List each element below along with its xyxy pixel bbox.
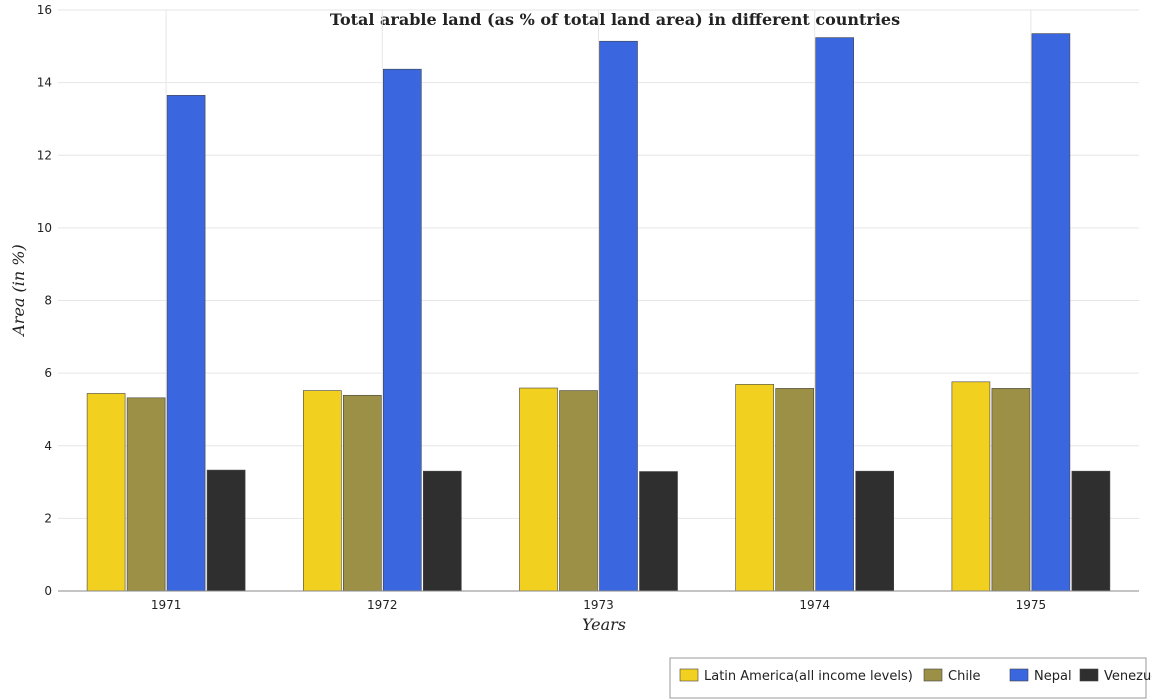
- y-tick-label: 16: [37, 3, 52, 17]
- y-axis-label: Area (in %): [9, 244, 28, 338]
- chart-title: Total arable land (as % of total land ar…: [330, 10, 900, 29]
- legend: Latin America(all income levels) Chile Nep…: [669, 657, 1152, 699]
- y-tick-label: 0: [44, 584, 52, 598]
- legend-label: Latin America(all income levels): [704, 669, 913, 684]
- bar-latin-america-all-income-levels--1974: [735, 384, 775, 592]
- x-tick-label: 1975: [1016, 598, 1047, 612]
- bar-latin-america-all-income-levels--1973: [519, 387, 558, 592]
- legend-swatch: [923, 668, 943, 682]
- y-tick-label: 14: [37, 76, 52, 90]
- bar-venezuela-1974: [855, 470, 895, 592]
- y-tick-label: 10: [37, 221, 52, 235]
- bar-chile-1971: [126, 397, 166, 592]
- bar-nepal-1971: [166, 95, 206, 592]
- legend-swatch: [1079, 668, 1099, 682]
- bar-latin-america-all-income-levels--1975: [951, 381, 991, 592]
- bar-chile-1974: [775, 388, 815, 592]
- x-tick-label: 1974: [799, 598, 830, 612]
- bar-nepal-1974: [815, 37, 855, 592]
- bar-latin-america-all-income-levels--1972: [302, 390, 342, 592]
- x-tick-label: 1971: [151, 598, 182, 612]
- bar-venezuela-1972: [422, 470, 462, 592]
- y-tick-label: 8: [44, 294, 52, 308]
- x-tick-label: 1973: [583, 598, 614, 612]
- y-tick-label: 12: [37, 148, 52, 162]
- plot-area: 0 2 4 6 8 10 12 14 16 1971 1972 1973 1974 1975: [37, 3, 1139, 612]
- bar-chile-1975: [991, 388, 1031, 592]
- legend-label: Chile: [948, 669, 981, 684]
- legend-swatch: [679, 668, 699, 682]
- y-tick-label: 4: [44, 439, 52, 453]
- legend-box: [669, 657, 1147, 699]
- bar-chile-1972: [342, 394, 382, 592]
- legend-label: Venezuela: [1104, 669, 1152, 684]
- legend-swatch: [1009, 668, 1029, 682]
- legend-label: Nepal: [1034, 669, 1072, 684]
- bar-venezuela-1973: [639, 471, 678, 592]
- x-axis-label: Years: [582, 615, 626, 634]
- y-tick-label: 6: [44, 366, 52, 380]
- bar-nepal-1972: [382, 68, 422, 592]
- bar-chile-1973: [559, 390, 598, 592]
- bar-nepal-1973: [599, 40, 638, 592]
- bar-venezuela-1975: [1071, 470, 1111, 592]
- bar-venezuela-1971: [206, 469, 246, 592]
- x-tick-label: 1972: [367, 598, 398, 612]
- bar-nepal-1975: [1031, 33, 1071, 592]
- y-tick-label: 2: [44, 511, 52, 525]
- bar-latin-america-all-income-levels--1971: [86, 393, 126, 592]
